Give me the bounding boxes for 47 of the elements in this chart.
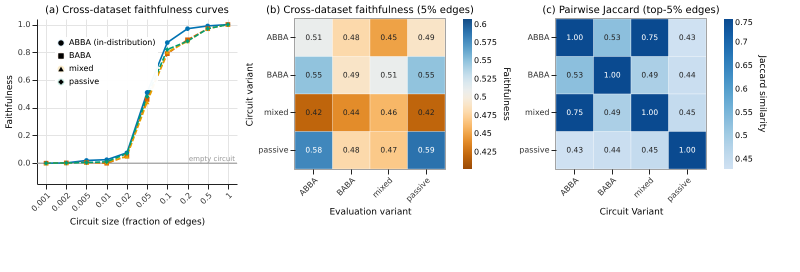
y-tick-label: BABA [528,70,550,80]
color-bar-label: 0.6 [474,20,487,29]
color-bar-label: 0.525 [474,74,497,84]
y-tick-label: mixed [264,108,288,117]
y-tick-label: 0.6 [18,76,30,85]
color-bar-label: 0.75 [735,18,753,27]
x-tick-label: 1 [224,190,234,201]
x-axis-title: Circuit Variant [600,208,664,218]
legend-label: mixed [69,64,94,73]
color-bar-label: 0.575 [474,38,497,48]
chart-title: (c) Pairwise Jaccard (top-5% edges) [542,4,720,16]
y-tick-label: ABBA [528,32,550,42]
color-bar-label: 0.45 [735,154,753,164]
y-tick-label: 0.8 [18,48,30,57]
y-axis-title: Circuit variant [245,62,256,126]
color-bar-label: 0.425 [474,147,497,156]
x-tick-label: 0.5 [198,190,214,206]
legend-label: passive [69,77,100,86]
color-bar-label: 0.55 [474,56,492,66]
x-tick-label: 0.2 [178,190,194,206]
color-bar-title: Jaccard similarity [757,54,767,134]
chart-title: (b) Cross-dataset faithfulness (5% edges) [266,4,474,16]
y-tick-label: mixed [524,108,550,117]
y-tick-label: passive [258,145,289,154]
x-tick-label: 0.1 [158,190,174,206]
y-tick-label: 0.0 [18,158,30,168]
color-bar-label: 0.45 [474,129,492,138]
color-bar-label: 0.7 [735,37,748,46]
color-bar-label: 0.5 [474,92,487,102]
x-axis-title: Evaluation variant [329,208,412,218]
color-bar-label: 0.6 [735,84,748,94]
y-axis-title: Faithfulness [4,74,15,129]
color-bar-label: 0.65 [735,60,753,70]
y-tick-label: 0.2 [18,130,30,140]
color-bar-label: 0.475 [474,110,497,120]
y-tick-label: BABA [266,70,290,80]
y-tick-label: 1.0 [18,20,30,30]
legend-label: ABBA (in-distribution) [69,38,156,47]
y-tick-label: passive [519,145,550,154]
y-tick-label: ABBA [266,32,290,42]
x-axis-title: Circuit size (fraction of edges) [70,217,206,228]
color-bar-label: 0.55 [735,108,753,117]
color-bar-title: Faithfulness [501,67,511,122]
color-bar-label: 0.5 [735,131,748,140]
chart-title: (a) Cross-dataset faithfulness curves [45,5,229,16]
legend-label: BABA [69,51,92,60]
y-tick-label: 0.4 [18,103,30,112]
